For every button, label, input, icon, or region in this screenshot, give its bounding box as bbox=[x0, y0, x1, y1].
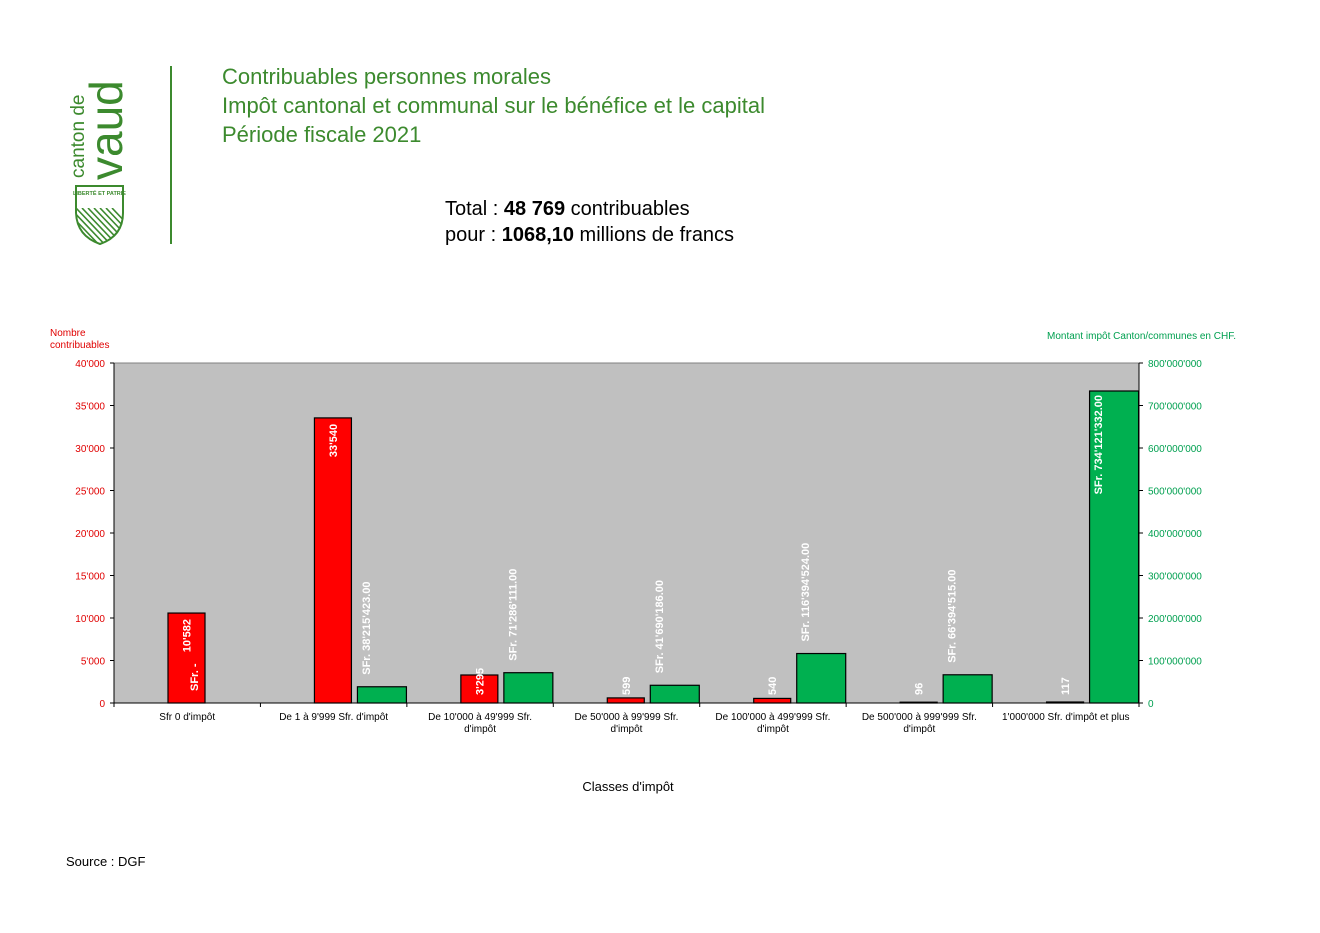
data-label-contribuables: 3'295 bbox=[474, 668, 486, 695]
x-axis-label: Classes d'impôt bbox=[582, 779, 674, 794]
bar-montant bbox=[503, 672, 554, 704]
y-left-tick-label: 5'000 bbox=[81, 657, 106, 668]
bar-contribuables bbox=[313, 417, 353, 704]
title-line-3: Période fiscale 2021 bbox=[222, 122, 422, 147]
y-axis-right-label: Montant impôt Canton/communes en CHF. bbox=[1047, 331, 1236, 342]
header-divider bbox=[170, 66, 172, 244]
y-left-tick-label: 25'000 bbox=[75, 487, 105, 498]
source-note: Source : DGF bbox=[66, 854, 146, 869]
bar-montant bbox=[356, 686, 408, 704]
bar-montant bbox=[649, 684, 700, 704]
x-category-label: De 1 à 9'999 Sfr. d'impôt bbox=[279, 712, 388, 723]
y-left-tick-label: 10'000 bbox=[75, 614, 105, 625]
y-right-tick-label: 500'000'000 bbox=[1148, 487, 1202, 498]
x-category-label: 1'000'000 Sfr. d'impôt et plus bbox=[1002, 712, 1129, 723]
title-line-2: Impôt cantonal et communal sur le bénéfi… bbox=[222, 93, 765, 118]
bar-contribuables bbox=[167, 612, 206, 704]
bar-contribuables bbox=[606, 697, 645, 704]
title-line-1: Contribuables personnes morales bbox=[222, 64, 551, 89]
totals-count: 48 769 bbox=[503, 198, 566, 220]
totals-suffix: contribuables bbox=[565, 198, 690, 220]
x-category-label: d'impôt bbox=[611, 724, 643, 735]
bar-montant bbox=[1088, 390, 1140, 704]
x-category-label: d'impôt bbox=[464, 724, 496, 735]
totals-block: Total : 48 769 contribuables pour : 1068… bbox=[445, 196, 734, 248]
bar-contribuables bbox=[753, 697, 792, 704]
y-left-tick-label: 20'000 bbox=[75, 529, 105, 540]
y-right-tick-label: 400'000'000 bbox=[1148, 529, 1202, 540]
y-right-tick-label: 300'000'000 bbox=[1148, 572, 1202, 583]
data-label-contribuables: 540 bbox=[767, 677, 779, 695]
plot-area bbox=[113, 362, 1140, 704]
x-category-label: De 10'000 à 49'999 Sfr. bbox=[428, 712, 532, 723]
data-label-montant: SFr. 66'394'515.00 bbox=[947, 569, 959, 662]
x-category-label: Sfr 0 d'impôt bbox=[159, 712, 215, 723]
logo-text-canton-de: canton de bbox=[68, 95, 89, 178]
data-label-montant: SFr. 734'121'332.00 bbox=[1093, 395, 1105, 494]
totals-line-2: pour : 1068,10 millions de francs bbox=[445, 222, 734, 248]
data-label-contribuables: 33'540 bbox=[328, 424, 340, 457]
x-category-label: De 500'000 à 999'999 Sfr. bbox=[862, 712, 977, 723]
bar-montant bbox=[796, 652, 847, 704]
shield-text: LIBERTÉ ET PATRIE bbox=[73, 189, 126, 197]
data-label-montant: SFr. 41'690'186.00 bbox=[654, 580, 666, 673]
y-axis-left-label: Nombre contribuables bbox=[50, 328, 110, 351]
y-right-tick-label: 0 bbox=[1148, 699, 1154, 710]
y-left-tick-label: 15'000 bbox=[75, 572, 105, 583]
data-label-contribuables: 117 bbox=[1060, 677, 1072, 695]
totals-line-1: Total : 48 769 contribuables bbox=[445, 196, 734, 222]
page-title-block: Contribuables personnes morales Impôt ca… bbox=[222, 62, 765, 149]
x-category-label: d'impôt bbox=[903, 724, 935, 735]
x-category-label: De 100'000 à 499'999 Sfr. bbox=[715, 712, 830, 723]
data-label-montant: SFr. 38'215'423.00 bbox=[361, 581, 373, 674]
amount-value: 1068,10 bbox=[501, 224, 574, 246]
data-label-montant: SFr. 116'394'524.00 bbox=[800, 543, 812, 642]
totals-prefix: Total : bbox=[445, 198, 504, 220]
y-right-tick-label: 600'000'000 bbox=[1148, 444, 1202, 455]
data-label-contribuables: 10'582 bbox=[182, 619, 194, 652]
x-category-label: d'impôt bbox=[757, 724, 789, 735]
data-label-montant: SFr. - bbox=[189, 663, 201, 691]
bar-contribuables bbox=[899, 701, 938, 704]
bar-montant bbox=[942, 674, 993, 704]
logo-text-vaud: vaud bbox=[80, 80, 132, 180]
amount-prefix: pour : bbox=[445, 224, 502, 246]
y-left-tick-label: 35'000 bbox=[75, 402, 105, 413]
y-left-tick-label: 30'000 bbox=[75, 444, 105, 455]
bar-contribuables bbox=[460, 674, 499, 704]
amount-suffix: millions de francs bbox=[574, 224, 735, 246]
data-label-contribuables: 599 bbox=[621, 677, 633, 695]
y-right-tick-label: 200'000'000 bbox=[1148, 614, 1202, 625]
y-right-tick-label: 100'000'000 bbox=[1148, 657, 1202, 668]
data-label-contribuables: 96 bbox=[914, 683, 926, 695]
y-left-tick-label: 0 bbox=[99, 699, 105, 710]
y-right-tick-label: 800'000'000 bbox=[1148, 359, 1202, 370]
y-left-tick-label: 40'000 bbox=[75, 359, 105, 370]
canton-de-vaud-logo: canton de vaud LIBERTÉ ET PATRIE bbox=[68, 80, 132, 246]
y-right-tick-label: 700'000'000 bbox=[1148, 402, 1202, 413]
bar-contribuables bbox=[1045, 701, 1085, 704]
x-category-label: De 50'000 à 99'999 Sfr. bbox=[575, 712, 679, 723]
data-label-montant: SFr. 71'286'111.00 bbox=[507, 569, 519, 661]
